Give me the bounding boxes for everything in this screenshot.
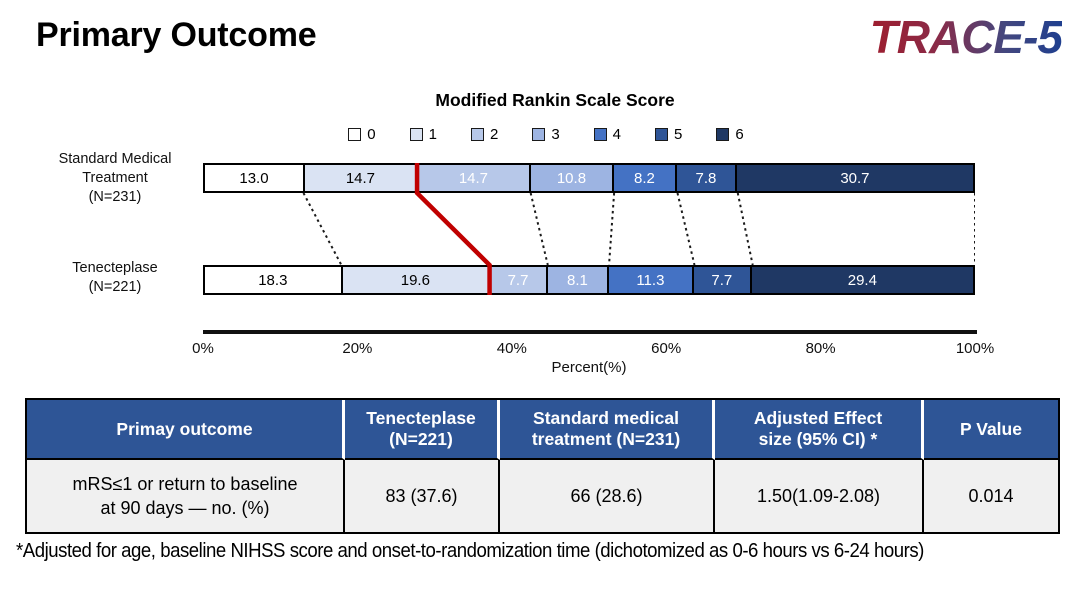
dotted-connector-line: [302, 192, 343, 266]
legend-swatch-icon: [348, 128, 362, 141]
x-tick-label: 60%: [651, 340, 682, 357]
dotted-connector-line: [608, 192, 616, 266]
header-cell-standard: Standard medical treatment (N=231): [500, 400, 715, 460]
bar-segment-mrs-3: 8.1: [547, 267, 609, 293]
outcome-table: Primay outcome Tenecteplase (N=221) Stan…: [25, 398, 1060, 534]
body-cell-p-value: 0.014: [924, 460, 1058, 532]
x-axis-line: [203, 330, 977, 334]
bar-segment-mrs-1: 19.6: [342, 267, 491, 293]
x-tick-label: 100%: [955, 340, 995, 357]
header-cell-outcome: Primay outcome: [27, 400, 345, 460]
legend-item-0: 0: [348, 126, 376, 143]
bar-segment-mrs-6: 30.7: [736, 165, 973, 191]
header-cell-tenecteplase: Tenecteplase (N=221): [345, 400, 500, 460]
body-cell-effect-size-value: 1.50(1.09-2.08): [715, 460, 924, 532]
legend-item-1: 1: [409, 126, 437, 143]
legend-swatch-icon: [716, 128, 730, 141]
bar-row-label-tenecteplase: Tenecteplase (N=221): [72, 260, 158, 295]
legend-item-3: 3: [532, 126, 560, 143]
x-tick-label: 20%: [342, 340, 373, 357]
legend-label: 1: [428, 126, 437, 143]
bar-segment-mrs-3: 10.8: [530, 165, 614, 191]
legend-label: 5: [674, 126, 683, 143]
legend-swatch-icon: [409, 128, 423, 141]
bar-segment-mrs-5: 7.7: [693, 267, 752, 293]
bar-segment-mrs-5: 7.8: [676, 165, 737, 191]
legend-label: 2: [489, 126, 499, 143]
body-cell-tenecteplase-value: 83 (37.6): [345, 460, 500, 532]
legend-swatch-icon: [532, 128, 546, 141]
dotted-connector-line: [529, 192, 549, 266]
trace5-logo: TRACE-5: [869, 11, 1063, 63]
bar-segment-mrs-4: 8.2: [613, 165, 677, 191]
dotted-connector-line: [676, 192, 696, 266]
legend-swatch-icon: [470, 128, 484, 141]
legend-label: 3: [551, 126, 560, 143]
bar-row-label-standard: Standard Medical Treatment (N=231): [58, 151, 172, 205]
dotted-connector-line: [736, 192, 754, 266]
plot-area: 13.0 14.7 14.7 10.8 8.2 7.8 30.7 18.3 19.6 7.7 8.…: [203, 163, 975, 295]
x-tick-label: 40%: [496, 340, 527, 357]
bar-segment-mrs-6: 29.4: [751, 267, 973, 293]
stacked-bar-standard: 13.0 14.7 14.7 10.8 8.2 7.8 30.7: [203, 163, 975, 193]
body-cell-outcome: mRS≤1 or return to baseline at 90 days —…: [27, 460, 345, 532]
body-cell-standard-value: 66 (28.6): [500, 460, 715, 532]
legend: 0 1 2 3 4 5 6: [160, 126, 932, 143]
legend-swatch-icon: [593, 128, 607, 141]
bar-segment-mrs-0: 18.3: [205, 267, 343, 293]
stacked-bar-tenecteplase: 18.3 19.6 7.7 8.1 11.3 7.7 29.4: [203, 265, 975, 295]
bar-segment-mrs-1: 14.7: [304, 165, 418, 191]
bar-segment-mrs-0: 13.0: [205, 165, 305, 191]
page-title: Primary Outcome: [36, 16, 317, 54]
legend-label: 6: [735, 126, 744, 143]
header-cell-p-value: P Value: [924, 400, 1058, 460]
bar-segment-mrs-2: 7.7: [490, 267, 548, 293]
header-cell-effect-size: Adjusted Effect size (95% CI) *: [715, 400, 924, 460]
legend-label: 4: [612, 126, 622, 143]
chart-title: Modified Rankin Scale Score: [435, 90, 675, 110]
legend-item-4: 4: [593, 126, 622, 143]
legend-item-5: 5: [655, 126, 682, 143]
x-axis-title: Percent(%): [551, 359, 627, 376]
legend-item-6: 6: [716, 126, 744, 143]
x-tick-label: 0%: [192, 340, 214, 357]
footnote: *Adjusted for age, baseline NIHSS score …: [16, 540, 924, 562]
x-tick-label: 80%: [805, 340, 836, 357]
bar-segment-mrs-2: 14.7: [417, 165, 531, 191]
legend-item-2: 2: [470, 126, 499, 143]
legend-label: 0: [367, 126, 376, 143]
legend-swatch-icon: [655, 128, 669, 141]
bar-segment-mrs-4: 11.3: [608, 267, 694, 293]
